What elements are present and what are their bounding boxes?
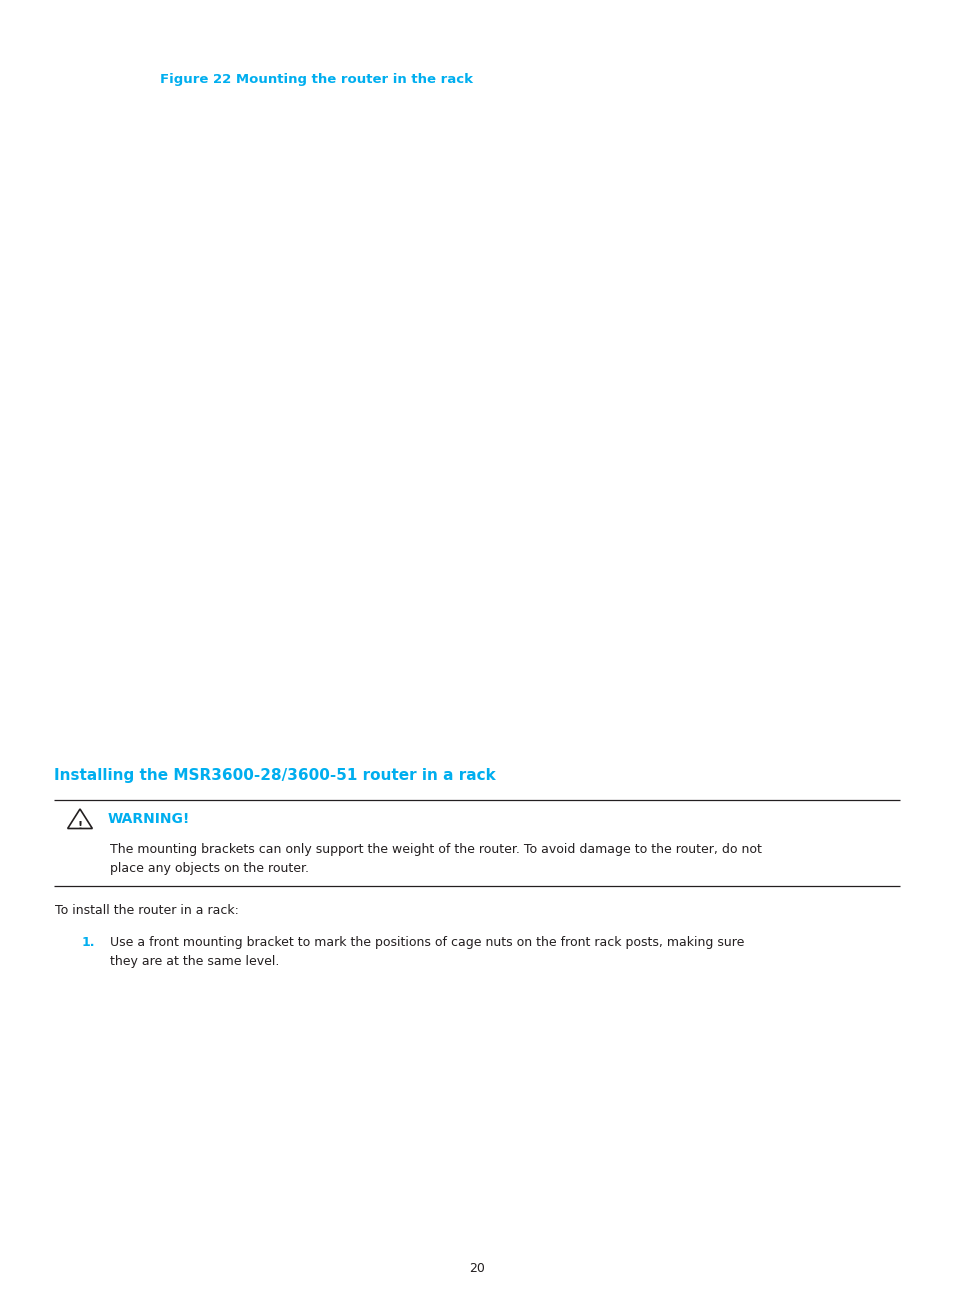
Text: WARNING!: WARNING! [108, 813, 191, 826]
Text: The mounting brackets can only support the weight of the router. To avoid damage: The mounting brackets can only support t… [110, 842, 761, 855]
Text: To install the router in a rack:: To install the router in a rack: [55, 905, 238, 918]
Text: 1.: 1. [82, 936, 95, 949]
Text: 20: 20 [469, 1261, 484, 1274]
Text: Use a front mounting bracket to mark the positions of cage nuts on the front rac: Use a front mounting bracket to mark the… [110, 936, 743, 949]
Text: Figure 22 Mounting the router in the rack: Figure 22 Mounting the router in the rac… [160, 73, 473, 86]
Polygon shape [68, 809, 92, 828]
Text: !: ! [77, 820, 83, 831]
Text: place any objects on the router.: place any objects on the router. [110, 862, 309, 875]
Text: Installing the MSR3600-28/3600-51 router in a rack: Installing the MSR3600-28/3600-51 router… [54, 769, 496, 783]
Text: they are at the same level.: they are at the same level. [110, 955, 279, 968]
